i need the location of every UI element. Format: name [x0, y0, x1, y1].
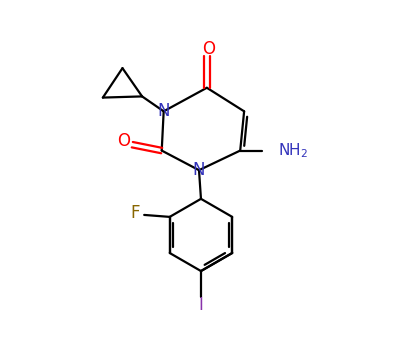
Text: O: O	[202, 40, 215, 58]
Text: N: N	[158, 102, 170, 120]
Text: O: O	[117, 132, 130, 150]
Text: N: N	[193, 161, 205, 179]
Text: F: F	[131, 204, 140, 222]
Text: I: I	[199, 296, 203, 314]
Text: NH$_2$: NH$_2$	[278, 141, 308, 160]
